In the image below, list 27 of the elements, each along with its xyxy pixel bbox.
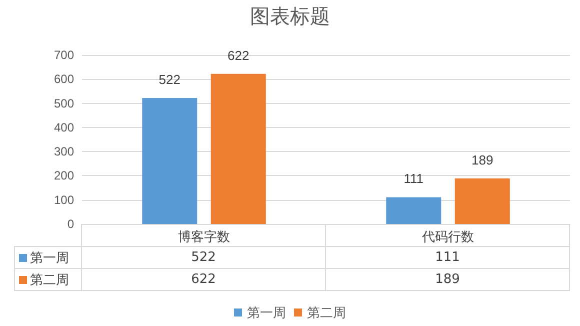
y-tick-label: 200 [54, 168, 74, 183]
data-label: 189 [326, 268, 570, 290]
bar [210, 74, 266, 224]
y-tick-label: 0 [67, 217, 74, 231]
annotation: 522 [158, 72, 180, 87]
legend-label: 第二周 [307, 305, 346, 320]
y-tick-label: 700 [54, 48, 74, 62]
text: 第二周 [30, 272, 69, 288]
y-tick-label: 500 [54, 96, 74, 110]
x-tick-label: 博客字数 [178, 229, 230, 244]
text: 第一周 [247, 305, 286, 320]
annotation: 622 [228, 48, 250, 63]
y-tick-label: 300 [54, 144, 74, 159]
annotation: 111 [404, 171, 424, 186]
y-tick-label: 600 [54, 72, 74, 86]
bar [454, 178, 510, 224]
chart-title: 图表标题 [250, 6, 330, 28]
x-tick-label: 代码行数 [421, 229, 474, 244]
y-tick-label: 400 [54, 120, 74, 134]
data-label: 622 [82, 268, 326, 290]
y-tick-label: 100 [54, 192, 74, 207]
bar [386, 197, 442, 224]
data-label: 111 [326, 246, 570, 268]
data-label: 522 [82, 246, 326, 268]
bar [142, 98, 198, 224]
legend-label: 第一周 [14, 246, 82, 268]
annotation: 189 [472, 152, 494, 168]
